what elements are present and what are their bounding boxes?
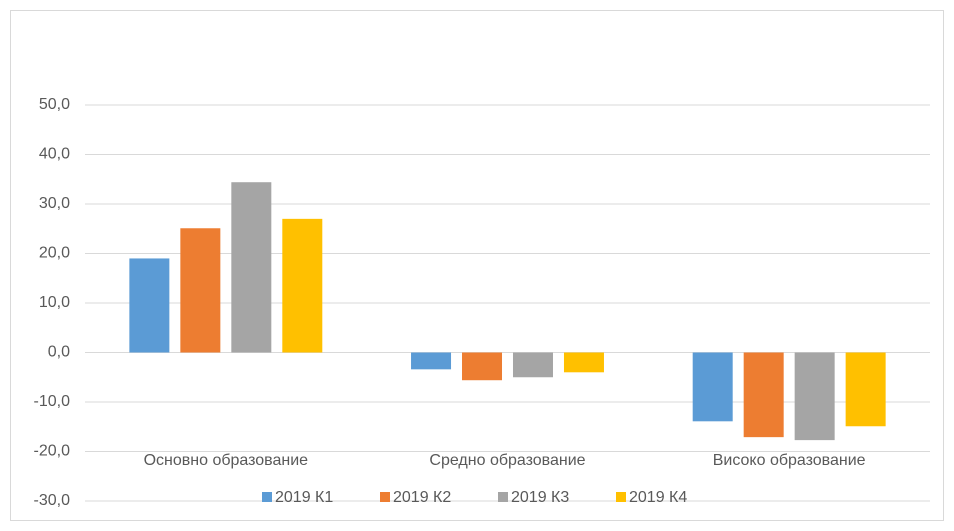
y-tick-label: 40,0 bbox=[39, 146, 70, 163]
legend-label: 2019 К2 bbox=[393, 489, 451, 506]
bar bbox=[692, 352, 733, 422]
bar bbox=[794, 352, 835, 441]
bar bbox=[411, 352, 452, 370]
legend-label: 2019 К1 bbox=[275, 489, 333, 506]
x-tick-label: Средно образование bbox=[429, 452, 585, 469]
x-tick-label: Основно образование bbox=[144, 452, 309, 469]
bar bbox=[563, 352, 604, 373]
legend-label: 2019 К3 bbox=[511, 489, 569, 506]
legend-label: 2019 К4 bbox=[629, 489, 687, 506]
bar bbox=[845, 352, 886, 427]
bar bbox=[462, 352, 503, 381]
bar bbox=[512, 352, 553, 378]
y-tick-label: 50,0 bbox=[39, 96, 70, 113]
bar bbox=[743, 352, 784, 438]
bar bbox=[231, 182, 272, 353]
y-tick-label: -10,0 bbox=[34, 393, 71, 410]
y-tick-label: -30,0 bbox=[34, 492, 71, 509]
x-tick-label: Високо образование bbox=[713, 452, 866, 469]
legend-swatch bbox=[498, 492, 508, 502]
legend-swatch bbox=[616, 492, 626, 502]
bar bbox=[129, 258, 170, 353]
bar bbox=[282, 218, 323, 353]
y-tick-label: 20,0 bbox=[39, 245, 70, 262]
y-tick-label: -20,0 bbox=[34, 443, 71, 460]
legend-swatch bbox=[380, 492, 390, 502]
y-tick-label: 30,0 bbox=[39, 195, 70, 212]
legend-swatch bbox=[262, 492, 272, 502]
y-tick-label: 0,0 bbox=[48, 344, 70, 361]
bar bbox=[180, 228, 221, 353]
y-tick-label: 10,0 bbox=[39, 294, 70, 311]
